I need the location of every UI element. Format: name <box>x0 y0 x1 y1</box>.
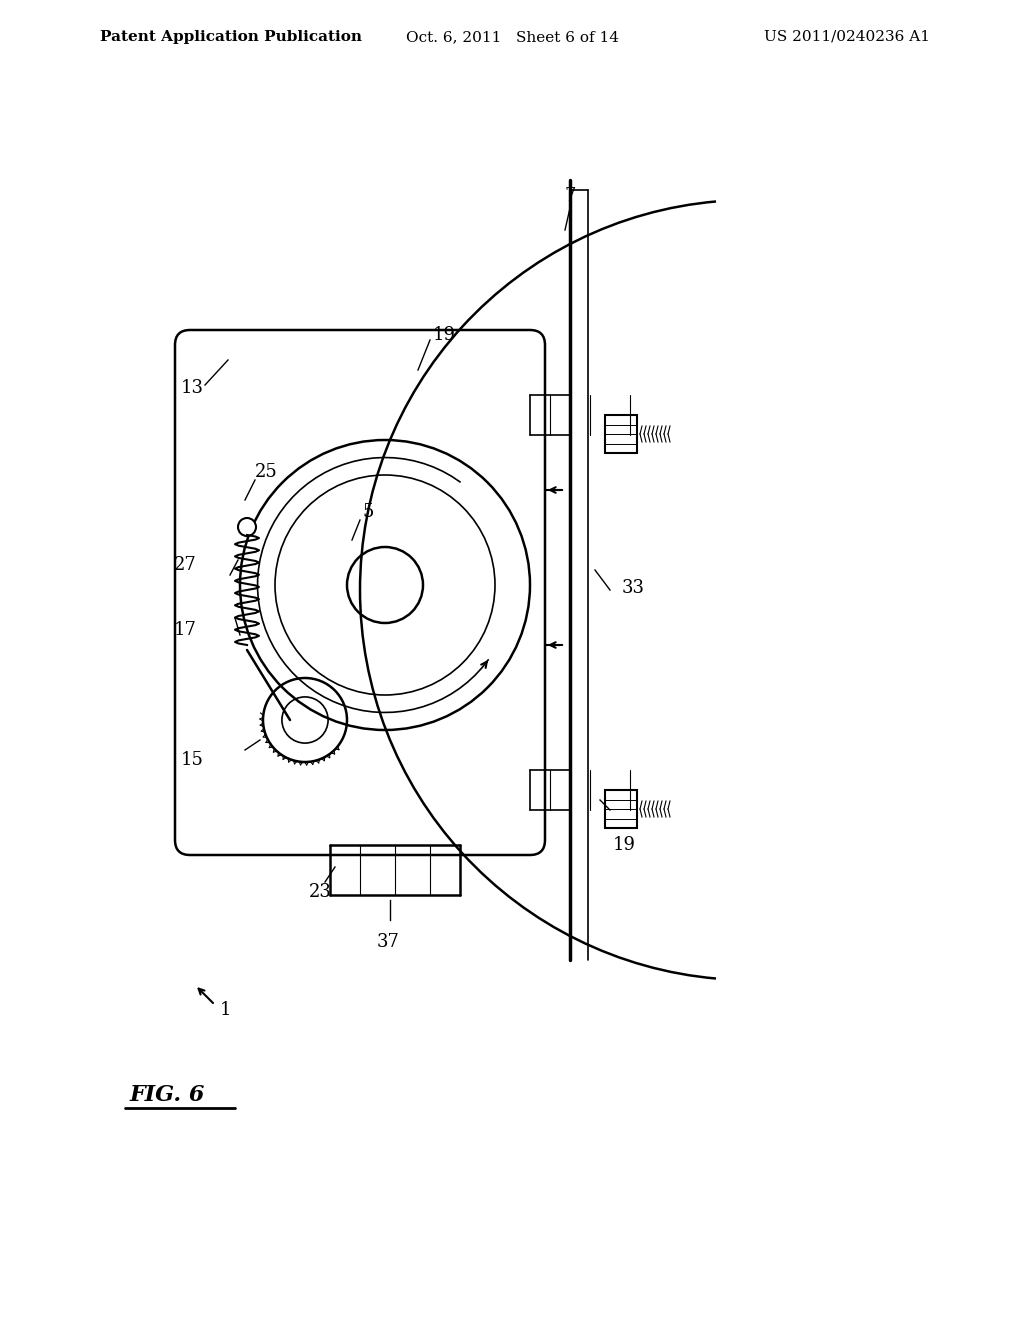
Text: Patent Application Publication: Patent Application Publication <box>100 30 362 44</box>
Circle shape <box>238 517 256 536</box>
FancyBboxPatch shape <box>175 330 545 855</box>
Text: 19: 19 <box>613 836 636 854</box>
Bar <box>605 789 637 828</box>
Text: 37: 37 <box>377 933 399 950</box>
Text: 17: 17 <box>173 620 197 639</box>
Bar <box>605 414 637 453</box>
Text: Oct. 6, 2011   Sheet 6 of 14: Oct. 6, 2011 Sheet 6 of 14 <box>406 30 618 44</box>
Text: 13: 13 <box>180 379 204 397</box>
Text: 19: 19 <box>433 326 456 345</box>
Text: 27: 27 <box>174 556 197 574</box>
Text: 23: 23 <box>308 883 332 902</box>
Text: FIG. 6: FIG. 6 <box>130 1084 206 1106</box>
Text: 33: 33 <box>622 579 645 597</box>
Text: 25: 25 <box>255 463 278 480</box>
Text: US 2011/0240236 A1: US 2011/0240236 A1 <box>764 30 930 44</box>
Text: 15: 15 <box>180 751 204 770</box>
Text: 1: 1 <box>220 1001 231 1019</box>
Text: 7: 7 <box>564 187 575 205</box>
Text: 5: 5 <box>362 503 374 521</box>
